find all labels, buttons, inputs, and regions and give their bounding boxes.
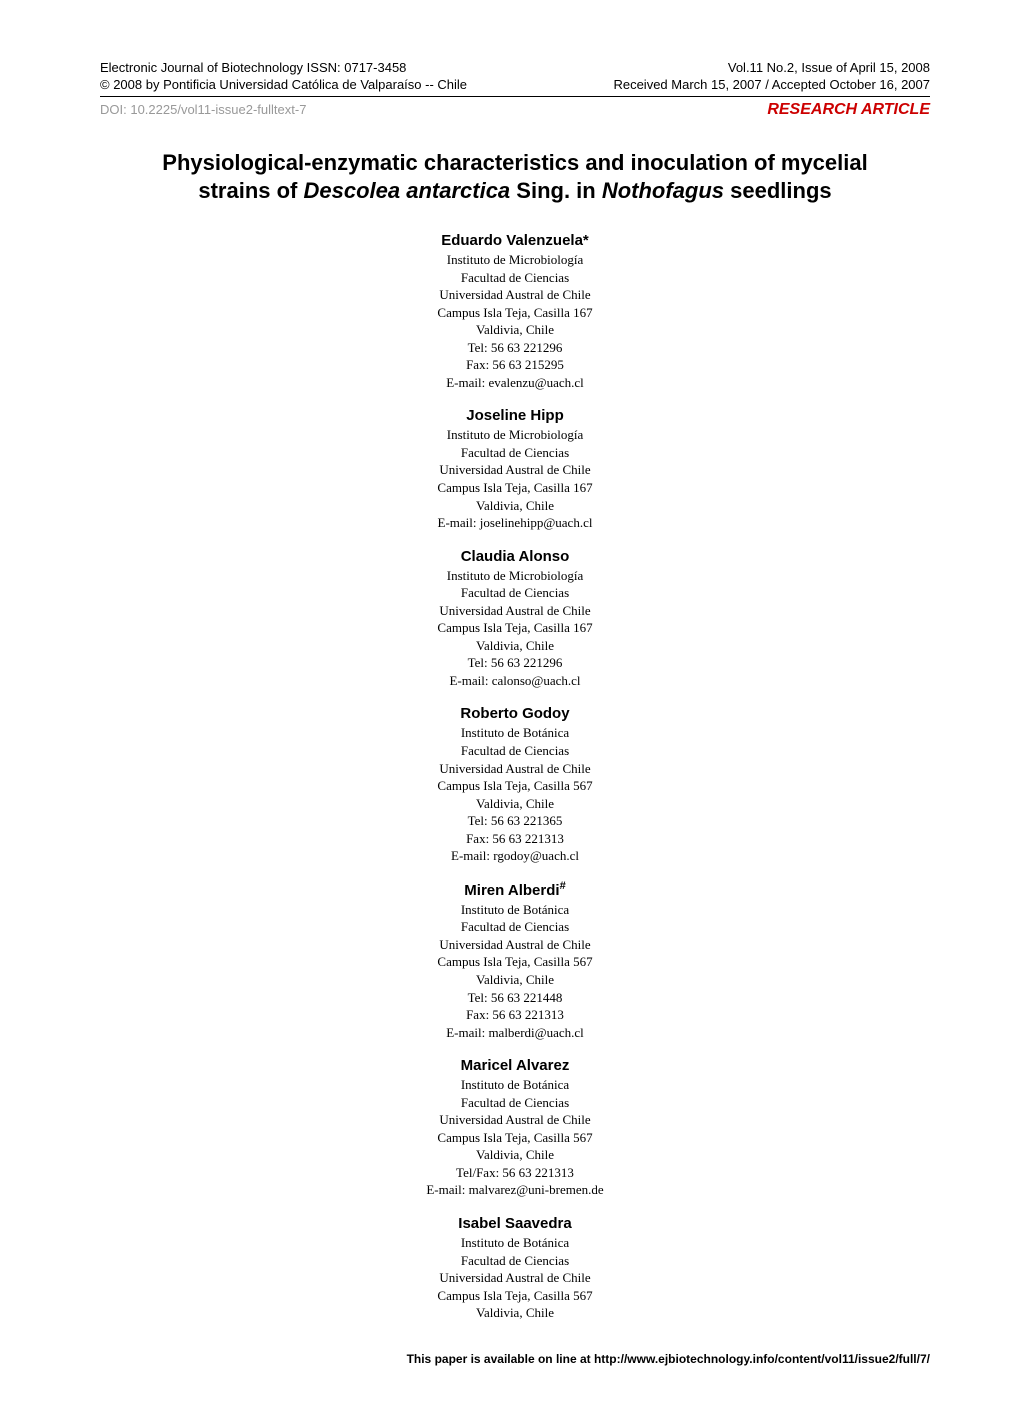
author-name: Isabel Saavedra [100, 1213, 930, 1234]
author-block: Miren Alberdi#Instituto de BotánicaFacul… [100, 879, 930, 1041]
author-block: Isabel SaavedraInstituto de BotánicaFacu… [100, 1213, 930, 1322]
journal-issn: Electronic Journal of Biotechnology ISSN… [100, 60, 406, 77]
author-block: Maricel AlvarezInstituto de BotánicaFacu… [100, 1055, 930, 1199]
affiliation-line: E-mail: joselinehipp@uach.cl [100, 514, 930, 532]
affiliation-line: E-mail: rgodoy@uach.cl [100, 847, 930, 865]
affiliation-line: Campus Isla Teja, Casilla 167 [100, 479, 930, 497]
affiliation-line: Instituto de Microbiología [100, 426, 930, 444]
affiliation-line: Instituto de Microbiología [100, 567, 930, 585]
affiliation-line: Universidad Austral de Chile [100, 1111, 930, 1129]
affiliation-line: Universidad Austral de Chile [100, 936, 930, 954]
title-line1: Physiological-enzymatic characteristics … [162, 150, 867, 175]
affiliation-line: Tel: 56 63 221448 [100, 989, 930, 1007]
affiliation-line: Tel: 56 63 221365 [100, 812, 930, 830]
affiliation-line: Campus Isla Teja, Casilla 567 [100, 1287, 930, 1305]
affiliation-line: E-mail: malvarez@uni-bremen.de [100, 1181, 930, 1199]
title-line2-a: strains of [198, 178, 303, 203]
author-superscript: # [560, 880, 566, 892]
affiliation-line: Instituto de Botánica [100, 901, 930, 919]
author-name: Roberto Godoy [100, 703, 930, 724]
affiliation-line: Instituto de Botánica [100, 1234, 930, 1252]
affiliation-line: Universidad Austral de Chile [100, 760, 930, 778]
affiliation-line: Valdivia, Chile [100, 497, 930, 515]
doi-text: DOI: 10.2225/vol11-issue2-fulltext-7 [100, 102, 306, 117]
affiliation-line: Campus Isla Teja, Casilla 167 [100, 619, 930, 637]
affiliation-line: Universidad Austral de Chile [100, 602, 930, 620]
article-title: Physiological-enzymatic characteristics … [100, 149, 930, 206]
authors-section: Eduardo Valenzuela*Instituto de Microbio… [100, 230, 930, 1322]
author-block: Eduardo Valenzuela*Instituto de Microbio… [100, 230, 930, 391]
author-name: Eduardo Valenzuela* [100, 230, 930, 251]
affiliation-line: Campus Isla Teja, Casilla 567 [100, 953, 930, 971]
affiliation-line: Tel: 56 63 221296 [100, 339, 930, 357]
affiliation-line: Fax: 56 63 221313 [100, 830, 930, 848]
header-row-1: Electronic Journal of Biotechnology ISSN… [100, 60, 930, 77]
footer-availability: This paper is available on line at http:… [100, 1352, 930, 1366]
affiliation-line: Valdivia, Chile [100, 1146, 930, 1164]
affiliation-line: Campus Isla Teja, Casilla 567 [100, 1129, 930, 1147]
affiliation-line: Campus Isla Teja, Casilla 167 [100, 304, 930, 322]
copyright: © 2008 by Pontificia Universidad Católic… [100, 77, 467, 94]
author-block: Roberto GodoyInstituto de BotánicaFacult… [100, 703, 930, 864]
affiliation-line: Tel: 56 63 221296 [100, 654, 930, 672]
affiliation-line: Fax: 56 63 221313 [100, 1006, 930, 1024]
affiliation-line: Universidad Austral de Chile [100, 461, 930, 479]
title-line2-b: Sing. in [510, 178, 602, 203]
affiliation-line: Instituto de Microbiología [100, 251, 930, 269]
affiliation-line: E-mail: malberdi@uach.cl [100, 1024, 930, 1042]
article-type-label: RESEARCH ARTICLE [767, 101, 930, 119]
affiliation-line: Facultad de Ciencias [100, 444, 930, 462]
affiliation-line: Valdivia, Chile [100, 321, 930, 339]
affiliation-line: Tel/Fax: 56 63 221313 [100, 1164, 930, 1182]
page-container: Electronic Journal of Biotechnology ISSN… [0, 0, 1020, 1406]
author-name: Miren Alberdi# [100, 879, 930, 901]
title-line2-c: seedlings [724, 178, 832, 203]
affiliation-line: Valdivia, Chile [100, 637, 930, 655]
affiliation-line: E-mail: calonso@uach.cl [100, 672, 930, 690]
affiliation-line: Facultad de Ciencias [100, 269, 930, 287]
title-species2: Nothofagus [602, 178, 724, 203]
author-name: Joseline Hipp [100, 405, 930, 426]
affiliation-line: Facultad de Ciencias [100, 1252, 930, 1270]
affiliation-line: Facultad de Ciencias [100, 918, 930, 936]
received-accepted-dates: Received March 15, 2007 / Accepted Octob… [613, 77, 930, 94]
header-block: Electronic Journal of Biotechnology ISSN… [100, 60, 930, 97]
affiliation-line: Valdivia, Chile [100, 795, 930, 813]
affiliation-line: Facultad de Ciencias [100, 742, 930, 760]
volume-issue: Vol.11 No.2, Issue of April 15, 2008 [728, 60, 930, 77]
affiliation-line: Universidad Austral de Chile [100, 1269, 930, 1287]
affiliation-line: Fax: 56 63 215295 [100, 356, 930, 374]
author-name: Maricel Alvarez [100, 1055, 930, 1076]
affiliation-line: E-mail: evalenzu@uach.cl [100, 374, 930, 392]
affiliation-line: Valdivia, Chile [100, 1304, 930, 1322]
author-block: Claudia AlonsoInstituto de Microbiología… [100, 546, 930, 690]
affiliation-line: Instituto de Botánica [100, 724, 930, 742]
affiliation-line: Valdivia, Chile [100, 971, 930, 989]
affiliation-line: Universidad Austral de Chile [100, 286, 930, 304]
author-name: Claudia Alonso [100, 546, 930, 567]
doi-row: DOI: 10.2225/vol11-issue2-fulltext-7 RES… [100, 101, 930, 119]
affiliation-line: Facultad de Ciencias [100, 1094, 930, 1112]
title-species1: Descolea antarctica [304, 178, 511, 203]
author-block: Joseline HippInstituto de MicrobiologíaF… [100, 405, 930, 531]
header-row-2: © 2008 by Pontificia Universidad Católic… [100, 77, 930, 94]
affiliation-line: Campus Isla Teja, Casilla 567 [100, 777, 930, 795]
affiliation-line: Instituto de Botánica [100, 1076, 930, 1094]
affiliation-line: Facultad de Ciencias [100, 584, 930, 602]
